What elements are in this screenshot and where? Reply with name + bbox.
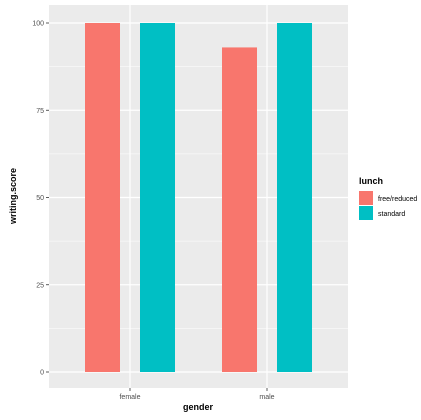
y-tick-label: 0	[40, 370, 44, 377]
bar-female-standard	[140, 23, 175, 372]
legend-key-standard	[359, 206, 373, 220]
y-axis-ticks: 0 25 50 75 100	[32, 21, 49, 377]
legend-title: lunch	[359, 176, 383, 186]
bar-male-free-reduced	[222, 47, 257, 373]
x-axis-ticks: female male	[119, 388, 275, 401]
y-tick-label: 50	[36, 195, 44, 202]
legend-key-free-reduced	[359, 191, 373, 205]
y-axis-title: writing.score	[8, 168, 18, 225]
legend-label-free-reduced: free/reduced	[378, 196, 417, 203]
x-axis-title: gender	[183, 402, 214, 412]
bar-male-standard	[277, 23, 312, 372]
y-tick-label: 25	[36, 282, 44, 289]
y-tick-label: 100	[32, 21, 44, 28]
legend: lunch free/reduced standard	[359, 176, 417, 220]
y-tick-label: 75	[36, 108, 44, 115]
bars	[85, 23, 312, 373]
legend-label-standard: standard	[378, 211, 405, 218]
x-tick-label: female	[119, 394, 140, 401]
x-tick-label: male	[259, 394, 274, 401]
bar-female-free-reduced	[85, 23, 120, 372]
